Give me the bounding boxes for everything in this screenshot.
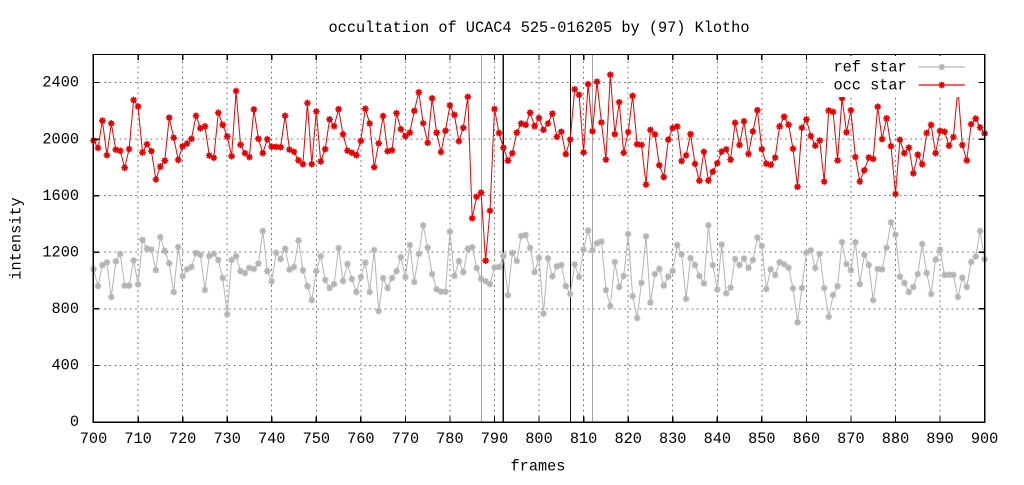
svg-text:400: 400 — [52, 357, 79, 375]
svg-text:880: 880 — [882, 430, 909, 448]
svg-text:790: 790 — [481, 430, 508, 448]
svg-text:2000: 2000 — [42, 130, 79, 148]
svg-text:830: 830 — [659, 430, 686, 448]
svg-text:770: 770 — [392, 430, 419, 448]
svg-text:800: 800 — [525, 430, 552, 448]
svg-text:intensity: intensity — [8, 197, 26, 279]
svg-text:occ star: occ star — [833, 77, 906, 95]
svg-text:occultation of UCAC4 525-01620: occultation of UCAC4 525-016205 by (97) … — [329, 19, 750, 37]
svg-text:860: 860 — [793, 430, 820, 448]
svg-text:800: 800 — [52, 300, 79, 318]
svg-text:870: 870 — [837, 430, 864, 448]
svg-text:840: 840 — [704, 430, 731, 448]
svg-text:710: 710 — [124, 430, 151, 448]
svg-text:810: 810 — [570, 430, 597, 448]
svg-text:1200: 1200 — [42, 243, 79, 261]
svg-text:730: 730 — [213, 430, 240, 448]
svg-text:750: 750 — [303, 430, 330, 448]
svg-text:850: 850 — [748, 430, 775, 448]
svg-text:890: 890 — [926, 430, 953, 448]
svg-text:2400: 2400 — [42, 74, 79, 92]
svg-text:frames: frames — [511, 457, 566, 475]
svg-text:1600: 1600 — [42, 187, 79, 205]
svg-text:700: 700 — [80, 430, 107, 448]
svg-text:900: 900 — [971, 430, 998, 448]
svg-text:720: 720 — [169, 430, 196, 448]
svg-text:0: 0 — [70, 413, 79, 431]
svg-text:740: 740 — [258, 430, 285, 448]
svg-text:760: 760 — [347, 430, 374, 448]
svg-text:780: 780 — [436, 430, 463, 448]
svg-text:820: 820 — [614, 430, 641, 448]
svg-text:ref star: ref star — [833, 59, 906, 77]
